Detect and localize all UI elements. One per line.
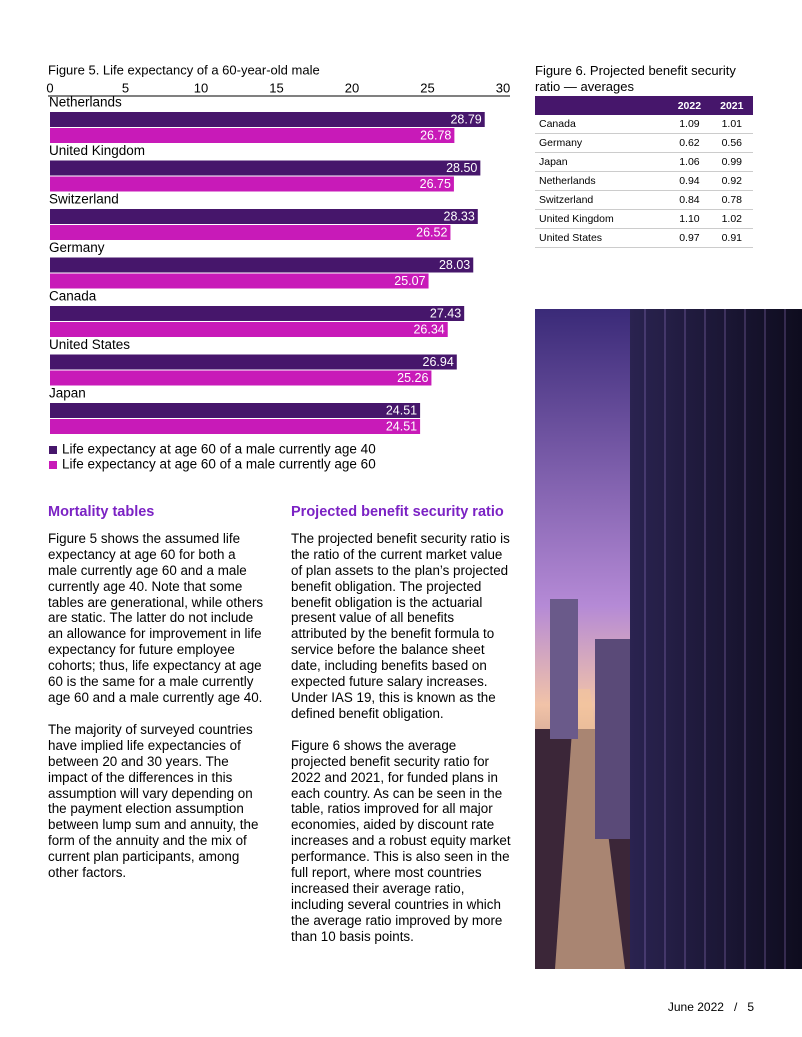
value-label: 28.79 [450,112,481,126]
table-cell: 0.92 [710,171,753,191]
chart-title: Figure 5. Life expectancy of a 60-year-o… [48,62,320,77]
x-tick-label: 10 [194,80,208,95]
table-cell: Japan [535,152,669,172]
bar [50,322,448,337]
table-cell: 1.01 [710,115,753,134]
bar [50,273,429,289]
table-cell: 0.94 [668,171,711,191]
table-cell: Switzerland [535,190,669,210]
table-row: United States 0.97 0.91 [535,228,753,248]
header-cell: 2021 [710,96,753,115]
chart: Figure 5. Life expectancy of a 60-year-o… [46,62,510,472]
footer-date: June 2022 [667,1000,724,1014]
table-cell: 1.09 [668,115,711,134]
table-cell: Netherlands [535,171,669,191]
header-cell: 2022 [668,96,711,115]
table-row: Switzerland 0.84 0.78 [535,190,753,210]
value-label: 26.94 [423,355,454,369]
left-column: Mortality tables Figure 5 shows the assu… [48,504,266,897]
value-label: 27.43 [430,306,461,320]
ratio-table: 2022 2021 Canada 1.09 1.01 Germany 0.62 0.56 Jap… [535,96,753,248]
table-cell: 0.56 [710,133,753,153]
bar [50,257,474,273]
table-cell: Germany [535,133,669,153]
table-cell: 0.99 [710,152,753,172]
table-cell: 1.06 [668,152,711,172]
table-row: Canada 1.09 1.01 [535,115,753,134]
value-label: 28.50 [446,161,477,175]
table-cell: 0.97 [668,228,711,248]
category-label: Japan [49,386,86,401]
figure-6: Figure 6. Projected benefit security rat… [535,63,755,248]
table-cell: 0.84 [668,190,711,210]
bar [50,112,485,127]
legend-label: Life expectancy at age 60 of a male curr… [62,442,376,457]
category-label: Canada [49,289,97,304]
value-label: 26.75 [420,177,451,191]
table-row: United Kingdom 1.10 1.02 [535,209,753,229]
section-heading: Mortality tables [48,504,155,520]
bar [50,403,421,418]
paragraph: Figure 6 shows the average projected ben… [291,737,511,944]
footer: June 2022 / 5 [668,1000,754,1014]
bar [50,370,432,386]
table-cell: United States [535,228,669,248]
category-label: Switzerland [49,192,119,207]
table-cell: 1.10 [668,209,711,229]
table-row: Japan 1.06 0.99 [535,152,753,172]
legend-label: Life expectancy at age 60 of a male curr… [62,457,376,472]
bar [50,306,465,321]
value-label: 24.51 [386,403,417,417]
value-label: 26.52 [416,225,447,239]
x-tick-label: 0 [46,80,53,95]
section-heading: Projected benefit security ratio [291,504,504,520]
table-cell: 0.62 [668,133,711,153]
value-label: 24.51 [386,419,417,433]
bar [50,354,457,370]
category-label: Germany [49,240,105,255]
bar [50,225,451,240]
table-row: Germany 0.62 0.56 [535,133,753,153]
legend-swatch [49,461,57,469]
bar [50,209,478,224]
page-number: 5 [747,1000,754,1014]
paragraph: The projected benefit security ratio is … [291,530,510,721]
table-cell: 0.91 [710,228,753,248]
category-label: United Kingdom [49,143,145,158]
value-label: 28.33 [444,209,475,223]
city-photo [535,309,802,969]
paragraph: Figure 5 shows the assumed life expectan… [48,530,264,705]
bar [50,176,454,192]
table-cell: 0.78 [710,190,753,210]
value-label: 25.26 [397,371,428,385]
x-tick-label: 5 [122,80,129,95]
value-label: 25.07 [394,274,425,288]
category-label: Netherlands [49,95,122,110]
bar [50,419,421,434]
x-tick-label: 30 [496,80,510,95]
x-tick-label: 20 [345,80,359,95]
value-label: 26.34 [413,322,444,336]
bar [50,128,455,143]
value-label: 28.03 [439,258,470,272]
header-cell [535,96,669,115]
right-column: Projected benefit security ratio The pro… [291,504,513,961]
paragraph: The majority of surveyed countries have … [48,721,259,881]
x-tick-label: 15 [269,80,283,95]
category-label: United States [49,337,130,352]
header-row: 2022 2021 [535,96,753,115]
table-row: Netherlands 0.94 0.92 [535,171,753,191]
table-cell: 1.02 [710,209,753,229]
table-cell: United Kingdom [535,209,669,229]
table-cell: Canada [535,115,669,134]
value-label: 26.78 [420,128,451,142]
x-tick-label: 25 [420,80,434,95]
legend-swatch [49,446,57,454]
table-title: Figure 6. Projected benefit security rat… [535,63,736,94]
bar [50,160,481,176]
footer-separator: / [733,1000,738,1014]
